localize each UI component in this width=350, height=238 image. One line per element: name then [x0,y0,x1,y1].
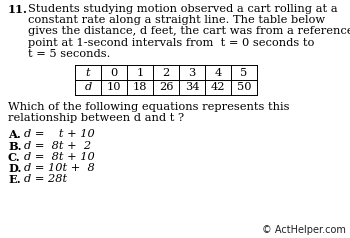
Text: 1: 1 [136,68,144,78]
Text: 10: 10 [107,83,121,93]
Text: 26: 26 [159,83,173,93]
Text: point at 1-second intervals from  t = 0 seconds to: point at 1-second intervals from t = 0 s… [28,38,314,48]
Text: 18: 18 [133,83,147,93]
Text: Which of the following equations represents this: Which of the following equations represe… [8,102,289,112]
Text: 3: 3 [188,68,196,78]
Text: 42: 42 [211,83,225,93]
Text: C.: C. [8,152,21,163]
Text: D.: D. [8,163,21,174]
Text: t = 5 seconds.: t = 5 seconds. [28,49,110,59]
Text: E.: E. [8,174,21,185]
Text: d =  8t +  2: d = 8t + 2 [24,141,91,151]
Text: 34: 34 [185,83,199,93]
Text: 11.: 11. [8,4,28,15]
Text: relationship between d and t ?: relationship between d and t ? [8,113,184,123]
Text: gives the distance, d feet, the cart was from a reference: gives the distance, d feet, the cart was… [28,26,350,36]
Text: d = 28t: d = 28t [24,174,67,184]
Text: d =  8t + 10: d = 8t + 10 [24,152,95,162]
Text: 4: 4 [214,68,222,78]
Text: Students studying motion observed a cart rolling at a: Students studying motion observed a cart… [28,4,338,14]
Text: t: t [86,68,90,78]
Text: A.: A. [8,129,21,140]
Text: © ActHelper.com: © ActHelper.com [262,225,346,235]
Text: 50: 50 [237,83,251,93]
Text: 0: 0 [110,68,118,78]
Text: 2: 2 [162,68,170,78]
Text: d: d [84,83,92,93]
Text: 5: 5 [240,68,248,78]
Text: constant rate along a straight line. The table below: constant rate along a straight line. The… [28,15,325,25]
Text: d = 10t +  8: d = 10t + 8 [24,163,95,173]
Text: d =    t + 10: d = t + 10 [24,129,95,139]
Text: B.: B. [8,141,21,152]
